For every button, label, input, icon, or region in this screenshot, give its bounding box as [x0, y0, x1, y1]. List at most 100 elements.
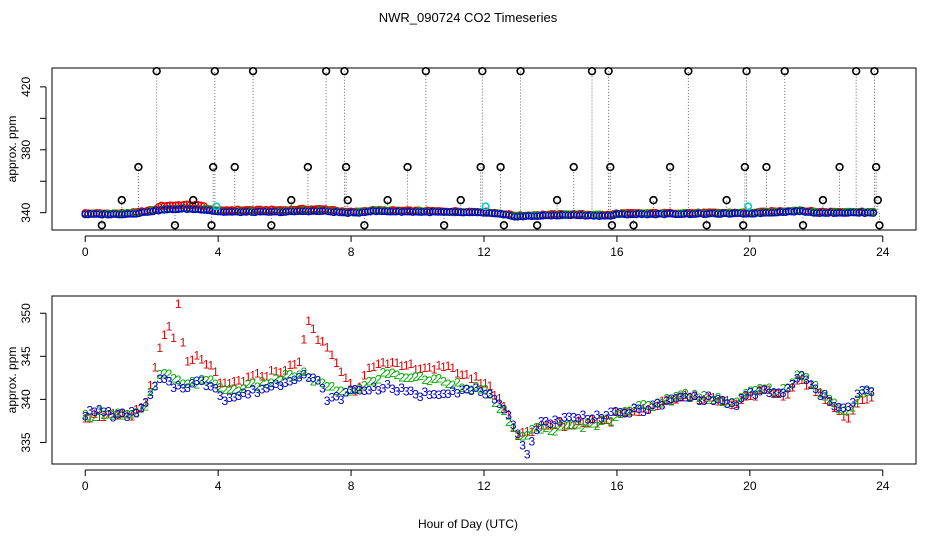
series-2-point: 2 — [203, 373, 210, 387]
series-3-point: 3 — [380, 382, 387, 396]
series-3-point: 3 — [240, 386, 247, 400]
series-1-point: 1 — [124, 407, 131, 421]
series-1-point: 1 — [282, 364, 289, 378]
x-axis-label: Hour of Day (UTC) — [418, 517, 518, 531]
flag-point — [383, 195, 392, 205]
series-1-point: 1 — [245, 370, 252, 384]
flag-point — [496, 162, 505, 172]
series-3-point: 3 — [310, 371, 317, 385]
series-1-point: 1 — [701, 393, 708, 407]
series-1-point: 1 — [659, 394, 666, 408]
series-3-point: 3 — [128, 405, 135, 419]
flag-point — [287, 195, 296, 205]
series-3-point: 3 — [659, 398, 666, 412]
series-2-point: 2 — [254, 380, 261, 394]
series-2-point: 2 — [301, 365, 308, 379]
flag-point — [267, 221, 276, 230]
flag-point — [587, 66, 597, 76]
series-3-point: 3 — [370, 380, 377, 394]
flag-point — [742, 66, 751, 76]
series-1-point: 1 — [170, 331, 177, 345]
series-2-point: 2 — [296, 368, 303, 382]
series-2-point: 2 — [775, 386, 782, 400]
series-3-point: 3 — [798, 369, 805, 383]
series-2-point: 2 — [445, 377, 452, 391]
series-2-point: 2 — [608, 415, 615, 429]
series-2-point: 2 — [366, 374, 373, 388]
series-2-point: 2 — [743, 386, 750, 400]
series-2-point: 2 — [370, 374, 377, 388]
top-point-s3 — [719, 209, 728, 218]
series-1-point: 1 — [463, 368, 470, 382]
series-2-point: 2 — [207, 373, 214, 387]
series-1-point: 1 — [798, 373, 805, 387]
top-y-tick-label: 380 — [19, 139, 33, 159]
top-point-s3 — [457, 208, 465, 217]
series-3-point: 3 — [859, 384, 866, 398]
series-2-point: 2 — [194, 378, 201, 392]
series-1-point: 1 — [654, 399, 661, 413]
series-3-point: 3 — [836, 400, 843, 414]
series-3-point: 3 — [729, 396, 736, 410]
series-1-point: 1 — [96, 410, 103, 424]
series-3-point: 3 — [231, 390, 238, 404]
series-2-point: 2 — [705, 393, 712, 407]
series-2-point: 2 — [333, 384, 340, 398]
flag-point — [189, 195, 198, 205]
series-1-point: 1 — [491, 388, 498, 402]
series-3-point: 3 — [315, 373, 322, 387]
series-1-point: 1 — [784, 388, 791, 402]
series-3-point: 3 — [561, 411, 568, 425]
series-3-point: 3 — [426, 388, 433, 402]
series-2-point: 2 — [668, 394, 675, 408]
series-2-point: 2 — [217, 381, 224, 395]
series-2-point: 2 — [291, 370, 298, 384]
series-1-point: 1 — [840, 409, 847, 423]
flag-point — [835, 162, 844, 172]
series-3-point: 3 — [147, 388, 154, 402]
cal-point — [212, 202, 221, 211]
flag-point — [421, 66, 431, 76]
series-2-point: 2 — [640, 397, 647, 411]
series-3-point: 3 — [556, 415, 563, 429]
series-2-point: 2 — [724, 397, 731, 411]
series-2-point: 2 — [603, 413, 610, 427]
series-1-point: 1 — [273, 365, 280, 379]
series-2-point: 2 — [221, 383, 228, 397]
top-point-s3 — [668, 209, 677, 218]
series-1-point: 1 — [249, 368, 256, 382]
flag-point — [97, 221, 107, 230]
series-2-point: 2 — [305, 370, 312, 384]
series-3-point: 3 — [394, 385, 401, 399]
series-3-point: 3 — [273, 377, 280, 391]
series-2-point: 2 — [854, 393, 861, 407]
series-2-point: 2 — [133, 405, 140, 419]
series-1-point: 1 — [435, 359, 442, 373]
series-1-point: 1 — [645, 403, 652, 417]
series-1-point: 1 — [180, 336, 187, 350]
series-3-point: 3 — [584, 413, 591, 427]
bottom-y-axis-label: approx. ppm — [5, 347, 19, 414]
series-1-point: 1 — [850, 404, 857, 418]
series-1-point: 1 — [789, 380, 796, 394]
series-2-point: 2 — [268, 376, 275, 390]
series-2-point: 2 — [482, 383, 489, 397]
series-3-point: 3 — [398, 381, 405, 395]
series-2-point: 2 — [282, 368, 289, 382]
flag-point — [340, 66, 349, 76]
series-1-point: 1 — [538, 418, 545, 432]
cal-point — [744, 202, 753, 211]
series-1-point: 1 — [468, 372, 475, 386]
flag-point — [207, 221, 216, 230]
series-1-point: 1 — [445, 359, 452, 373]
series-3-point: 3 — [263, 381, 270, 395]
series-1-point: 1 — [156, 341, 163, 355]
series-3-point: 3 — [501, 402, 508, 416]
series-1-point: 1 — [389, 355, 396, 369]
series-3-point: 3 — [384, 378, 391, 392]
series-3-point: 3 — [770, 386, 777, 400]
series-3-point: 3 — [756, 384, 763, 398]
series-1-point: 1 — [868, 390, 875, 404]
flag-point — [780, 66, 789, 76]
series-2-point: 2 — [756, 382, 763, 396]
